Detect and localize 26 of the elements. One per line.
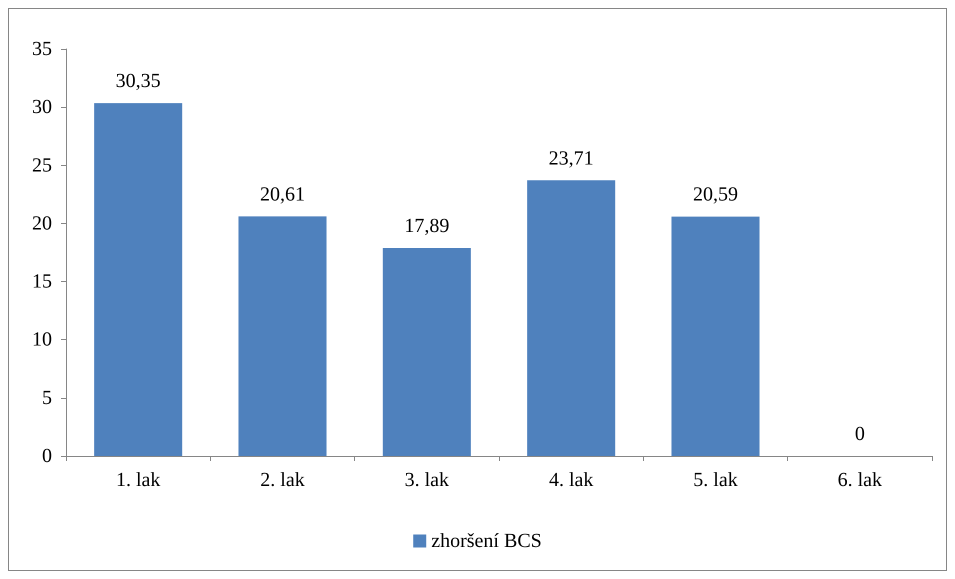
text: 20,59 — [693, 184, 738, 206]
bar — [671, 216, 760, 456]
x-tick-label: 2. lak — [260, 469, 305, 491]
y-tick-label: 10 — [32, 328, 52, 351]
y-tick-label: 35 — [32, 38, 52, 60]
text: 17,89 — [404, 214, 450, 237]
text: 23,71 — [548, 147, 594, 170]
x-tick-label: 1. lak — [116, 469, 160, 491]
bar — [382, 248, 471, 456]
bar — [238, 216, 327, 456]
text: 30,35 — [116, 70, 161, 92]
y-tick-label: 15 — [32, 270, 52, 293]
x-tick-label: 6. lak — [838, 469, 882, 491]
x-tick-label: 4. lak — [548, 469, 594, 491]
x-tick-label: 5. lak — [693, 469, 738, 491]
bar — [527, 180, 616, 456]
text: 0 — [854, 423, 865, 445]
y-tick-label: 25 — [32, 154, 52, 176]
y-tick-label: 20 — [32, 212, 52, 234]
y-tick-label: 30 — [32, 96, 52, 118]
x-tick-label: 3. lak — [404, 469, 450, 491]
y-tick-label: 0 — [42, 445, 52, 467]
bar — [94, 103, 182, 456]
text: 20,61 — [260, 183, 305, 206]
y-tick-label: 5 — [42, 386, 52, 409]
legend-label: zhoršení BCS — [431, 530, 542, 552]
